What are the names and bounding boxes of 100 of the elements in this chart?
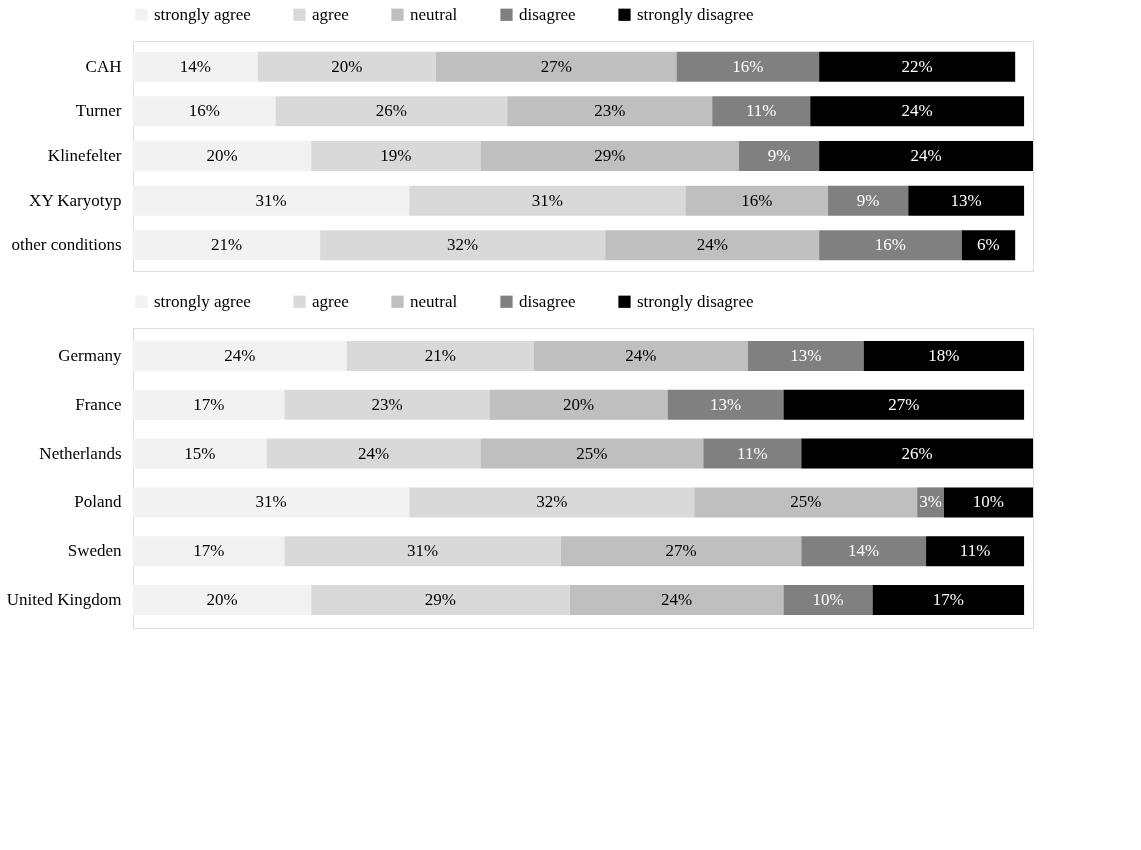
legend-label: neutral (410, 4, 458, 24)
bar (320, 230, 606, 261)
data-label: 26% (375, 101, 407, 121)
data-label: 23% (371, 394, 403, 414)
data-label: 16% (188, 101, 220, 121)
data-label: 15% (184, 443, 216, 463)
bar (480, 141, 739, 171)
bar (133, 389, 285, 420)
data-label: 13% (950, 190, 982, 210)
bar (801, 438, 1033, 469)
bar (908, 185, 1025, 216)
bar (480, 438, 704, 469)
data-label: 31% (255, 492, 287, 512)
data-label: 31% (255, 190, 287, 210)
data-label: 20% (206, 146, 238, 165)
bar (569, 584, 784, 615)
data-label: 16% (874, 235, 907, 255)
bar (605, 230, 820, 261)
bar (703, 438, 802, 469)
bar (712, 96, 811, 127)
bar (828, 185, 909, 216)
data-label: 13% (790, 346, 822, 366)
data-label: 13% (709, 394, 742, 414)
bar (819, 51, 1016, 82)
bar (489, 389, 668, 420)
bar (819, 141, 1033, 171)
data-label: 17% (932, 589, 964, 609)
bar (133, 487, 410, 518)
data-label: 29% (424, 589, 457, 609)
data-label: 27% (540, 56, 572, 76)
y-tick-label: Germany (58, 346, 122, 366)
bar (667, 389, 784, 420)
bar (435, 51, 677, 82)
legend-label: strongly agree (154, 291, 251, 311)
data-label: 27% (888, 394, 920, 414)
bar (783, 389, 1025, 420)
bar (801, 536, 927, 567)
bar (926, 536, 1025, 567)
y-tick-label: Poland (74, 492, 122, 512)
y-tick-label: Klinefelter (47, 146, 122, 165)
bar (133, 51, 258, 82)
bar (863, 341, 1025, 372)
data-label: 11% (745, 101, 777, 121)
data-label: 11% (737, 443, 768, 463)
data-label: 24% (901, 101, 933, 121)
data-label: 24% (224, 346, 256, 366)
bar (738, 141, 820, 171)
bar (560, 536, 802, 567)
data-label: 17% (193, 394, 225, 414)
data-label: 20% (206, 589, 238, 609)
legend-label: agree (312, 291, 349, 311)
y-tick-label: United Kingdom (6, 589, 122, 609)
data-label: 23% (594, 101, 626, 121)
bar (507, 96, 713, 127)
legend-label: agree (312, 4, 349, 24)
bar (533, 341, 748, 372)
bar (872, 584, 1025, 615)
data-label: 32% (447, 235, 479, 255)
bar (311, 584, 570, 615)
bar (284, 536, 561, 567)
bar (133, 536, 285, 567)
data-label: 6% (977, 235, 1000, 255)
data-label: 24% (910, 146, 942, 165)
y-tick-label: Netherlands (39, 443, 122, 463)
data-label: 9% (856, 190, 880, 210)
data-label: 11% (959, 541, 991, 561)
y-tick-label: France (75, 394, 122, 414)
bar (133, 584, 312, 615)
bar (275, 96, 508, 127)
legend-label: strongly agree (154, 4, 251, 24)
data-label: 19% (380, 146, 412, 165)
bar (943, 487, 1033, 518)
legend-label: disagree (519, 4, 576, 24)
y-tick-label: Turner (75, 101, 122, 121)
data-label: 24% (625, 346, 657, 366)
bar (676, 51, 820, 82)
legend-label: neutral (410, 291, 458, 311)
y-tick-label: other conditions (11, 235, 122, 255)
data-label: 31% (407, 541, 439, 561)
bar (810, 96, 1025, 127)
data-label: 14% (848, 541, 880, 561)
data-label: 20% (331, 56, 363, 76)
bar (311, 141, 481, 171)
data-label: 16% (741, 190, 773, 210)
bar (409, 185, 686, 216)
bar (685, 185, 829, 216)
bar (346, 341, 534, 372)
y-tick-label: Sweden (67, 541, 122, 561)
data-label: 18% (928, 346, 960, 366)
data-label: 17% (193, 541, 225, 561)
data-label: 32% (536, 492, 568, 512)
data-label: 25% (576, 443, 608, 463)
bar (257, 51, 436, 82)
data-label: 27% (665, 541, 697, 561)
bar (284, 389, 490, 420)
data-label: 10% (812, 589, 844, 609)
data-label: 3% (919, 492, 942, 512)
bar (133, 230, 321, 261)
data-label: 25% (790, 492, 822, 512)
bar (819, 230, 962, 261)
